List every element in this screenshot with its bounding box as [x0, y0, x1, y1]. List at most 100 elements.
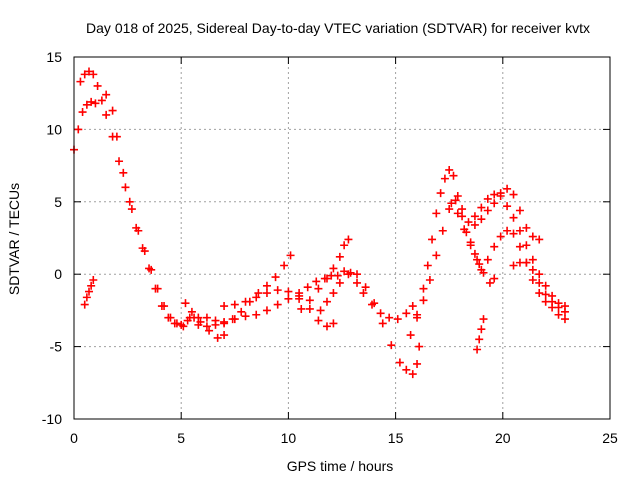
- data-point: [535, 270, 544, 279]
- data-point: [408, 370, 417, 379]
- data-point: [470, 249, 479, 258]
- data-point: [284, 294, 293, 303]
- data-point: [284, 287, 293, 296]
- data-point: [370, 299, 379, 308]
- data-point: [211, 320, 220, 329]
- series-trace-d: [80, 275, 98, 309]
- data-point: [415, 342, 424, 351]
- x-tick-label: 15: [388, 430, 404, 446]
- data-point: [220, 302, 229, 311]
- data-point: [359, 289, 368, 298]
- data-point: [262, 281, 271, 290]
- data-point: [466, 238, 475, 247]
- data-point: [464, 218, 473, 227]
- data-point: [82, 100, 91, 109]
- series-trace-f: [185, 291, 304, 331]
- data-point: [322, 297, 331, 306]
- data-point: [496, 192, 505, 201]
- data-point: [220, 319, 229, 328]
- plot-frame: [73, 56, 611, 420]
- series-trace-q: [509, 258, 569, 316]
- data-point: [127, 205, 136, 214]
- data-point: [445, 165, 454, 174]
- grid-lines: [74, 57, 610, 419]
- data-point: [408, 302, 417, 311]
- data-point: [483, 255, 492, 264]
- series-trace-l: [413, 184, 544, 322]
- data-point: [490, 190, 499, 199]
- data-point: [522, 241, 531, 250]
- data-point: [97, 96, 106, 105]
- data-point: [305, 296, 314, 305]
- x-axis-label: GPS time / hours: [287, 458, 394, 474]
- data-point: [280, 261, 289, 270]
- data-point: [220, 331, 229, 340]
- data-point: [320, 274, 329, 283]
- data-point: [419, 284, 428, 293]
- data-point: [85, 287, 94, 296]
- y-tick-label: 10: [46, 121, 62, 137]
- data-point: [483, 194, 492, 203]
- data-point: [378, 319, 387, 328]
- data-point: [82, 293, 91, 302]
- data-point: [115, 157, 124, 166]
- data-point: [560, 307, 569, 316]
- data-point: [515, 226, 524, 235]
- data-point: [252, 310, 261, 319]
- data-point: [241, 297, 250, 306]
- data-point: [535, 289, 544, 298]
- data-point: [303, 283, 312, 292]
- data-point: [413, 359, 422, 368]
- data-point: [387, 341, 396, 350]
- data-point: [428, 235, 437, 244]
- data-point: [470, 220, 479, 229]
- data-point: [475, 260, 484, 269]
- data-point: [132, 223, 141, 232]
- data-point: [458, 212, 467, 221]
- data-point: [273, 300, 282, 309]
- data-point: [490, 274, 499, 283]
- data-point: [305, 304, 314, 313]
- data-point: [322, 322, 331, 331]
- data-point: [522, 258, 531, 267]
- data-point: [102, 90, 111, 99]
- data-point: [91, 99, 100, 108]
- data-point: [74, 125, 83, 134]
- data-point: [340, 267, 349, 276]
- data-point: [548, 297, 557, 306]
- data-point: [102, 110, 111, 119]
- data-point: [314, 284, 323, 293]
- data-point: [329, 289, 338, 298]
- data-point: [181, 299, 190, 308]
- data-point: [385, 313, 394, 322]
- data-point: [440, 174, 449, 183]
- data-point: [473, 255, 482, 264]
- x-tick-label: 25: [602, 430, 618, 446]
- data-point: [485, 278, 494, 287]
- data-point: [89, 70, 98, 79]
- data-point: [316, 306, 325, 315]
- data-point: [314, 316, 323, 325]
- data-point: [170, 319, 179, 328]
- data-point: [503, 226, 512, 235]
- data-point: [419, 296, 428, 305]
- data-point: [125, 197, 134, 206]
- data-point: [402, 365, 411, 374]
- data-point: [344, 235, 353, 244]
- data-point: [503, 184, 512, 193]
- data-point: [425, 275, 434, 284]
- data-point: [119, 168, 128, 177]
- data-point: [361, 283, 370, 292]
- x-tick-label: 20: [495, 430, 511, 446]
- data-point: [297, 304, 306, 313]
- y-tick-labels: -10 -5 0 5 10 15: [42, 49, 62, 427]
- data-point: [205, 326, 214, 335]
- data-point: [340, 241, 349, 250]
- data-point: [78, 108, 87, 117]
- data-point: [177, 320, 186, 329]
- data-point: [395, 358, 404, 367]
- data-point: [121, 183, 130, 192]
- data-point: [436, 189, 445, 198]
- data-point: [470, 212, 479, 221]
